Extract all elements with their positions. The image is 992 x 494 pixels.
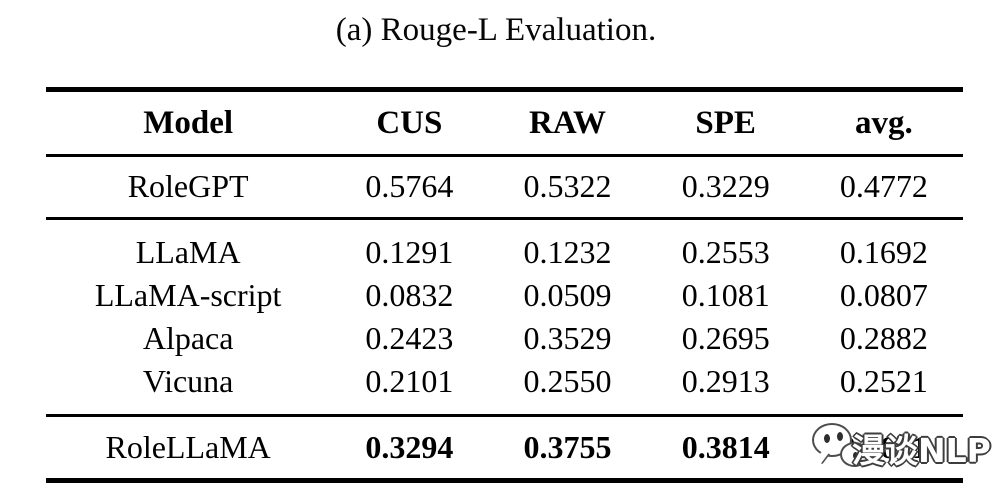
col-header-spe: SPE bbox=[695, 104, 756, 141]
table-rule-top bbox=[46, 87, 963, 92]
cell-cus: 0.2423 bbox=[365, 319, 454, 356]
rouge-l-table: Model CUS RAW SPE avg. RoleGPT 0.5764 0.… bbox=[46, 87, 963, 483]
col-header-raw: RAW bbox=[529, 104, 607, 141]
cell-avg: 0.4772 bbox=[839, 168, 928, 205]
table-rule-below-header bbox=[46, 154, 963, 157]
cell-cus: 0.5764 bbox=[365, 168, 454, 205]
header-row: Model CUS RAW SPE avg. bbox=[46, 92, 963, 154]
cell-raw: 0.2550 bbox=[523, 362, 612, 399]
col-header-model: Model bbox=[143, 104, 234, 141]
cell-spe: 0.2553 bbox=[681, 233, 770, 270]
table-rule-mid-2 bbox=[46, 414, 963, 417]
cell-cus: 0.3294 bbox=[365, 428, 454, 465]
cell-raw: 0.1232 bbox=[523, 233, 612, 270]
cell-cus: 0.1291 bbox=[365, 233, 454, 270]
cell-avg: 0.1692 bbox=[839, 233, 928, 270]
cell-cus: 0.0832 bbox=[365, 276, 454, 313]
table-row-rolellama: RoleLLaMA 0.3294 0.3755 0.3814 0.3621 bbox=[46, 417, 963, 478]
cell-model: LLaMA bbox=[135, 233, 241, 270]
cell-model: LLaMA-script bbox=[94, 276, 282, 313]
cell-raw: 0.3755 bbox=[523, 428, 612, 465]
cell-spe: 0.1081 bbox=[681, 276, 770, 313]
table-caption: (a) Rouge-L Evaluation. bbox=[335, 12, 657, 48]
cell-raw: 0.5322 bbox=[523, 168, 612, 205]
col-header-avg: avg. bbox=[854, 104, 913, 141]
table-row-rolegpt: RoleGPT 0.5764 0.5322 0.3229 0.4772 bbox=[46, 157, 963, 217]
table-rule-mid-1 bbox=[46, 217, 963, 220]
table-row-vicuna: Vicuna 0.2101 0.2550 0.2913 0.2521 bbox=[46, 360, 963, 403]
cell-spe: 0.3229 bbox=[681, 168, 770, 205]
cell-avg: 0.0807 bbox=[839, 276, 928, 313]
table-row-llama: LLaMA 0.1291 0.1232 0.2553 0.1692 bbox=[46, 231, 963, 274]
table-row-alpaca: Alpaca 0.2423 0.3529 0.2695 0.2882 bbox=[46, 317, 963, 360]
col-header-cus: CUS bbox=[376, 104, 443, 141]
cell-model: Vicuna bbox=[142, 362, 234, 399]
cell-model: Alpaca bbox=[142, 319, 234, 356]
cell-model: RoleGPT bbox=[127, 168, 249, 205]
cell-avg: 0.3621 bbox=[839, 428, 928, 465]
cell-spe: 0.2695 bbox=[681, 319, 770, 356]
cell-avg: 0.2521 bbox=[839, 362, 928, 399]
cell-avg: 0.2882 bbox=[839, 319, 928, 356]
baseline-rows-group: LLaMA 0.1291 0.1232 0.2553 0.1692 LLaMA-… bbox=[46, 220, 963, 414]
cell-raw: 0.3529 bbox=[523, 319, 612, 356]
table-rule-bottom bbox=[46, 478, 963, 483]
cell-spe: 0.2913 bbox=[681, 362, 770, 399]
cell-spe: 0.3814 bbox=[681, 428, 770, 465]
cell-cus: 0.2101 bbox=[365, 362, 454, 399]
cell-model: RoleLLaMA bbox=[105, 428, 271, 465]
table-row-llama-script: LLaMA-script 0.0832 0.0509 0.1081 0.0807 bbox=[46, 274, 963, 317]
cell-raw: 0.0509 bbox=[523, 276, 612, 313]
